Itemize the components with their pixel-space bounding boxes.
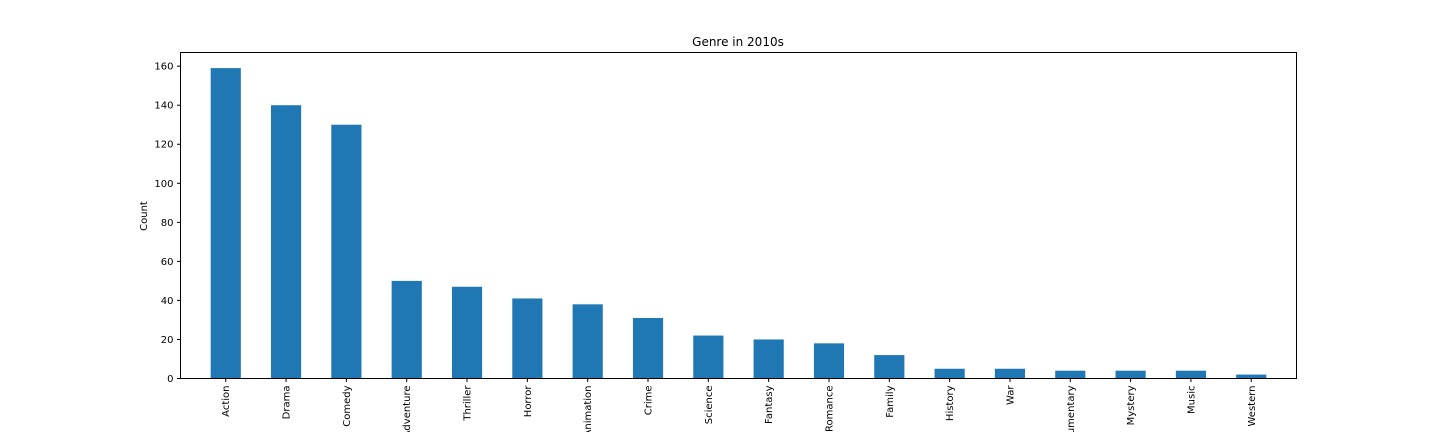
y-tick-label: 140 (154, 101, 173, 112)
bar-horror (512, 298, 543, 379)
x-tick-label: Action (221, 386, 232, 417)
y-tick-label: 60 (161, 257, 174, 268)
bar-family (874, 355, 905, 379)
bar-adventure (391, 280, 422, 379)
y-tick-label: 160 (154, 62, 173, 73)
y-tick-label: 100 (154, 179, 173, 190)
x-tick-label: Science (704, 386, 715, 425)
x-tick-label: Adventure (402, 386, 413, 433)
x-tick-label: Romance (824, 386, 835, 432)
bars-group (210, 68, 1267, 379)
y-axis-label: Count (139, 201, 150, 231)
x-tick-label: Family (885, 385, 896, 417)
plot-frame (180, 52, 1297, 379)
bar-thriller (451, 286, 483, 379)
y-tick-label: 20 (161, 335, 174, 346)
bar-war (994, 368, 1026, 379)
bar-fantasy (753, 339, 784, 379)
y-axis-ticks: 0 20 40 60 80 100 120 140 160 (154, 62, 181, 385)
y-tick-label: 0 (167, 374, 173, 385)
y-tick-label: 40 (161, 296, 174, 307)
bar-history (934, 368, 965, 379)
x-tick-label: Crime (644, 386, 655, 416)
x-tick-label: Thriller (463, 385, 474, 422)
x-tick-label: Mystery (1126, 385, 1137, 425)
x-tick-label: Drama (282, 386, 293, 420)
x-tick-label: Western (1247, 386, 1258, 427)
bar-action (210, 68, 241, 379)
bar-comedy (331, 124, 362, 379)
x-tick-label: Music (1186, 386, 1197, 414)
bar-romance (813, 343, 845, 379)
x-tick-label: Animation (583, 386, 594, 433)
bar-documentary (1055, 370, 1086, 379)
bar-drama (270, 105, 302, 379)
x-tick-label: Documentary (1066, 385, 1077, 432)
bar-music (1175, 370, 1207, 379)
x-tick-label: Fantasy (764, 385, 775, 424)
bar-science (693, 335, 724, 379)
x-tick-label: Comedy (342, 385, 353, 426)
x-tick-label: History (945, 385, 956, 421)
x-axis-ticks: Action Drama Comedy Adventure Thriller Horror… (221, 378, 1258, 436)
bar-western (1236, 374, 1267, 379)
x-tick-label: Horror (523, 385, 534, 418)
y-tick-label: 120 (154, 140, 173, 151)
bar-crime (632, 317, 664, 379)
x-tick-label: War (1005, 385, 1016, 405)
chart-title: Genre in 2010s (692, 35, 784, 49)
bar-mystery (1115, 370, 1146, 379)
bar-animation (572, 304, 603, 379)
y-tick-label: 80 (161, 218, 174, 229)
